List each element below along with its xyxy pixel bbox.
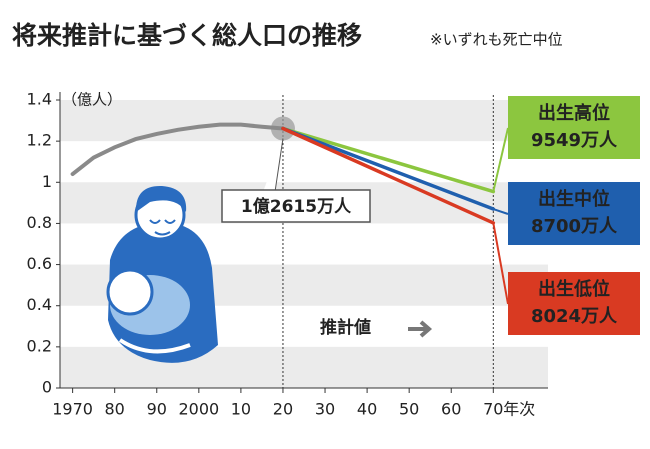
y-tick-label: 0 (42, 378, 52, 397)
x-tick-label: 30 (315, 400, 335, 419)
series-line (281, 126, 496, 225)
y-tick-label: 1 (42, 172, 52, 191)
label-box (508, 272, 640, 335)
y-axis-label: （億人） (62, 91, 122, 109)
y-tick-label: 1.4 (27, 90, 52, 109)
value-label: 8024万人 (531, 306, 618, 327)
chart-subtitle: ※いずれも死亡中位 (430, 31, 563, 49)
y-tick-label: 1.2 (27, 131, 52, 150)
annotation-arrow (408, 320, 433, 338)
value-label: 1億2615万人 (241, 196, 352, 217)
value-label: 8700万人 (531, 216, 618, 237)
x-tick-label: 50 (399, 400, 419, 419)
legend-label: 出生中位 (538, 188, 610, 210)
x-tick-label: 40 (357, 400, 377, 419)
leader (492, 222, 509, 305)
x-tick-label: 70 (483, 400, 503, 419)
y-tick-label: 0.4 (27, 295, 52, 314)
x-tick-label: 60 (441, 400, 461, 419)
x-tick-label: 20 (273, 400, 293, 419)
legend-label: 出生高位 (538, 102, 610, 124)
series-line (281, 126, 496, 194)
y-tick-label: 0.6 (27, 254, 52, 273)
leader (492, 208, 509, 215)
x-tick-label: 1970 (52, 400, 93, 419)
leader (492, 127, 509, 192)
series-line (70, 122, 285, 177)
callout-box (221, 189, 371, 223)
x-tick-label: 10 (231, 400, 251, 419)
legend-label: 出生低位 (538, 278, 610, 300)
x-tick-label: 80 (105, 400, 125, 419)
x-axis-label: 年次 (503, 400, 535, 419)
y-tick-label: 0.8 (27, 213, 52, 232)
x-tick-label: 2000 (178, 400, 219, 419)
x-tick-label: 90 (147, 400, 167, 419)
series-line (281, 126, 496, 211)
label-box (508, 182, 640, 245)
chart-title: 将来推計に基づく総人口の推移 (12, 21, 362, 50)
label-box (508, 96, 640, 159)
illustration (106, 185, 218, 363)
value-label: 9549万人 (531, 130, 618, 151)
annotation: 推計値 (320, 317, 371, 338)
y-tick-label: 0.2 (27, 336, 52, 355)
